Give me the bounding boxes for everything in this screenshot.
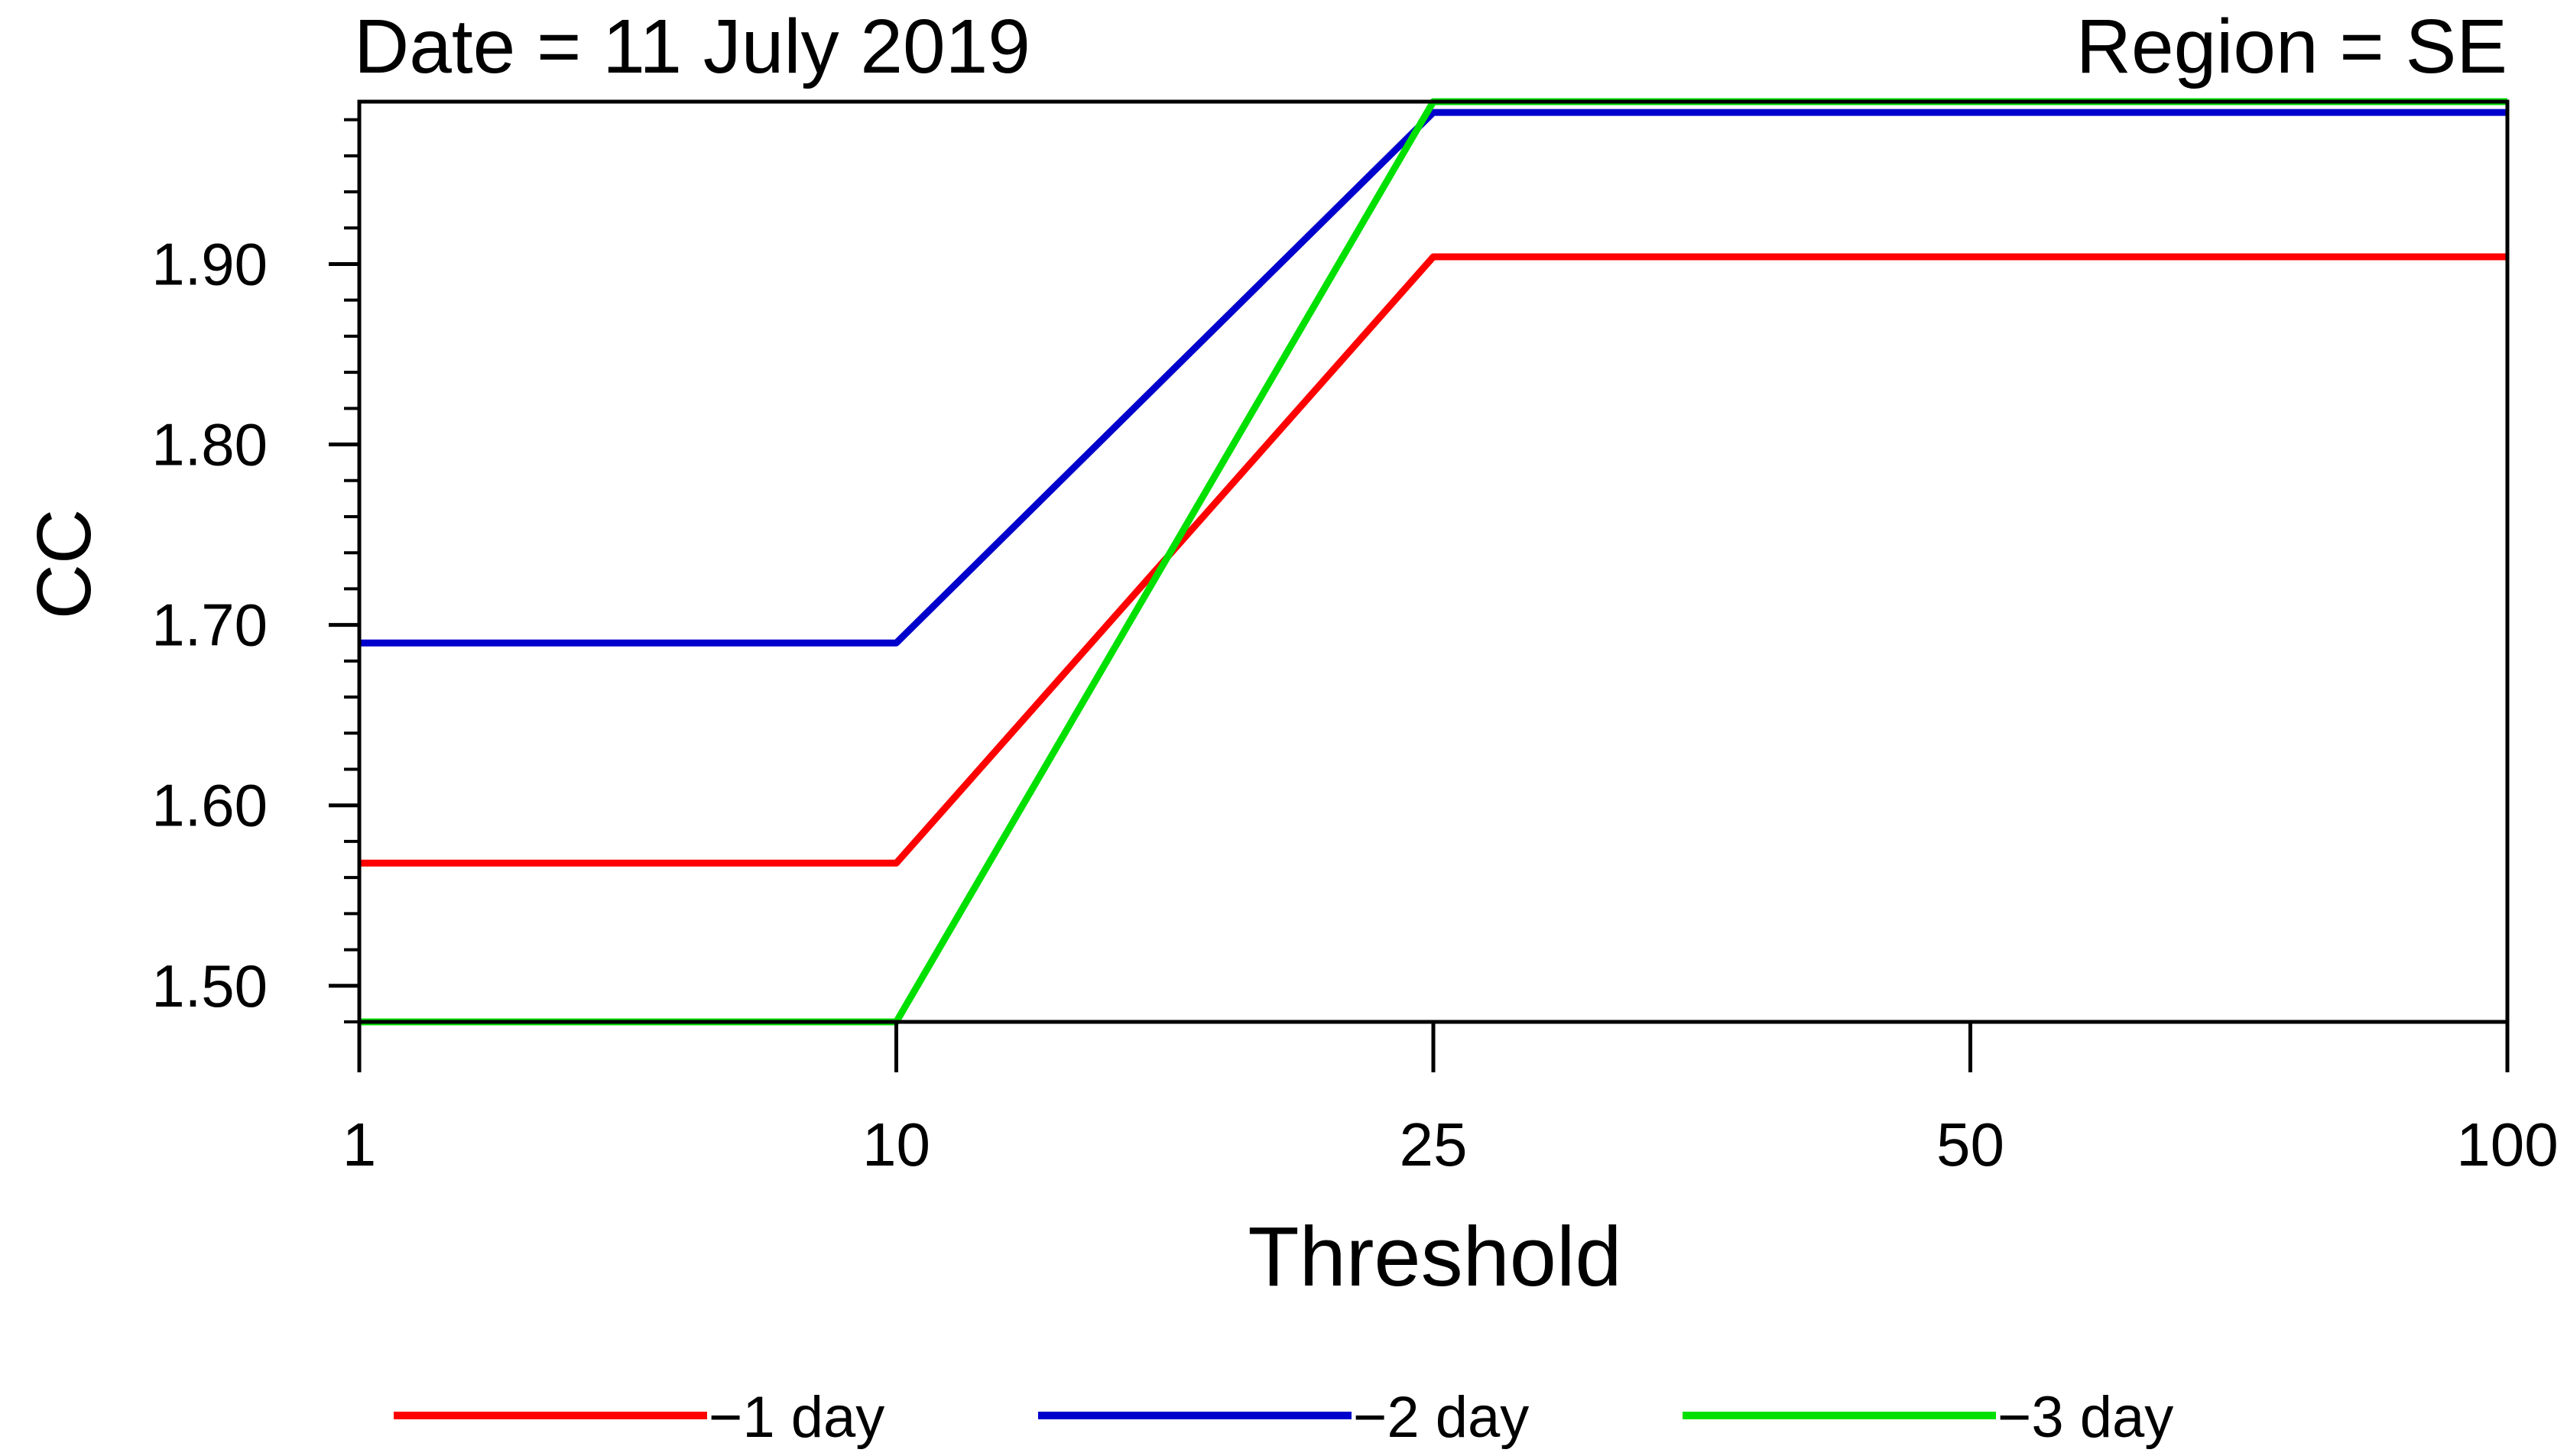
chart-title-right: Region = SE: [2076, 4, 2507, 89]
plot-frame: [357, 99, 2510, 1024]
y-tick-label: 1.70: [151, 592, 268, 659]
x-axis: 1 10 25 50 100: [342, 1022, 2559, 1179]
y-tick-label: 1.90: [151, 230, 268, 297]
y-tick-label: 1.60: [151, 772, 268, 839]
legend: −1 day −2 day −3 day: [394, 1385, 2173, 1450]
series-line-3: [359, 98, 2507, 1026]
series-line-1: [359, 253, 2507, 867]
y-tick-label: 1.80: [151, 411, 268, 478]
legend-label-1: −1 day: [709, 1385, 884, 1450]
x-tick-label: 50: [1936, 1111, 2004, 1179]
series-layer: [359, 98, 2507, 1026]
series-line-2: [359, 109, 2507, 647]
chart-title-left: Date = 11 July 2019: [354, 4, 1030, 89]
legend-label-2: −2 day: [1353, 1385, 1529, 1450]
x-axis-label: Threshold: [1248, 1210, 1621, 1304]
x-tick-label: 25: [1400, 1111, 1468, 1179]
y-axis: 1.50 1.60 1.70 1.80 1.90: [151, 118, 359, 1023]
x-tick-label: 10: [862, 1111, 930, 1179]
x-tick-label: 100: [2456, 1111, 2558, 1179]
y-axis-label: CC: [21, 509, 107, 619]
x-tick-label: 1: [342, 1111, 377, 1179]
legend-label-3: −3 day: [1997, 1385, 2173, 1450]
y-tick-label: 1.50: [151, 952, 268, 1020]
